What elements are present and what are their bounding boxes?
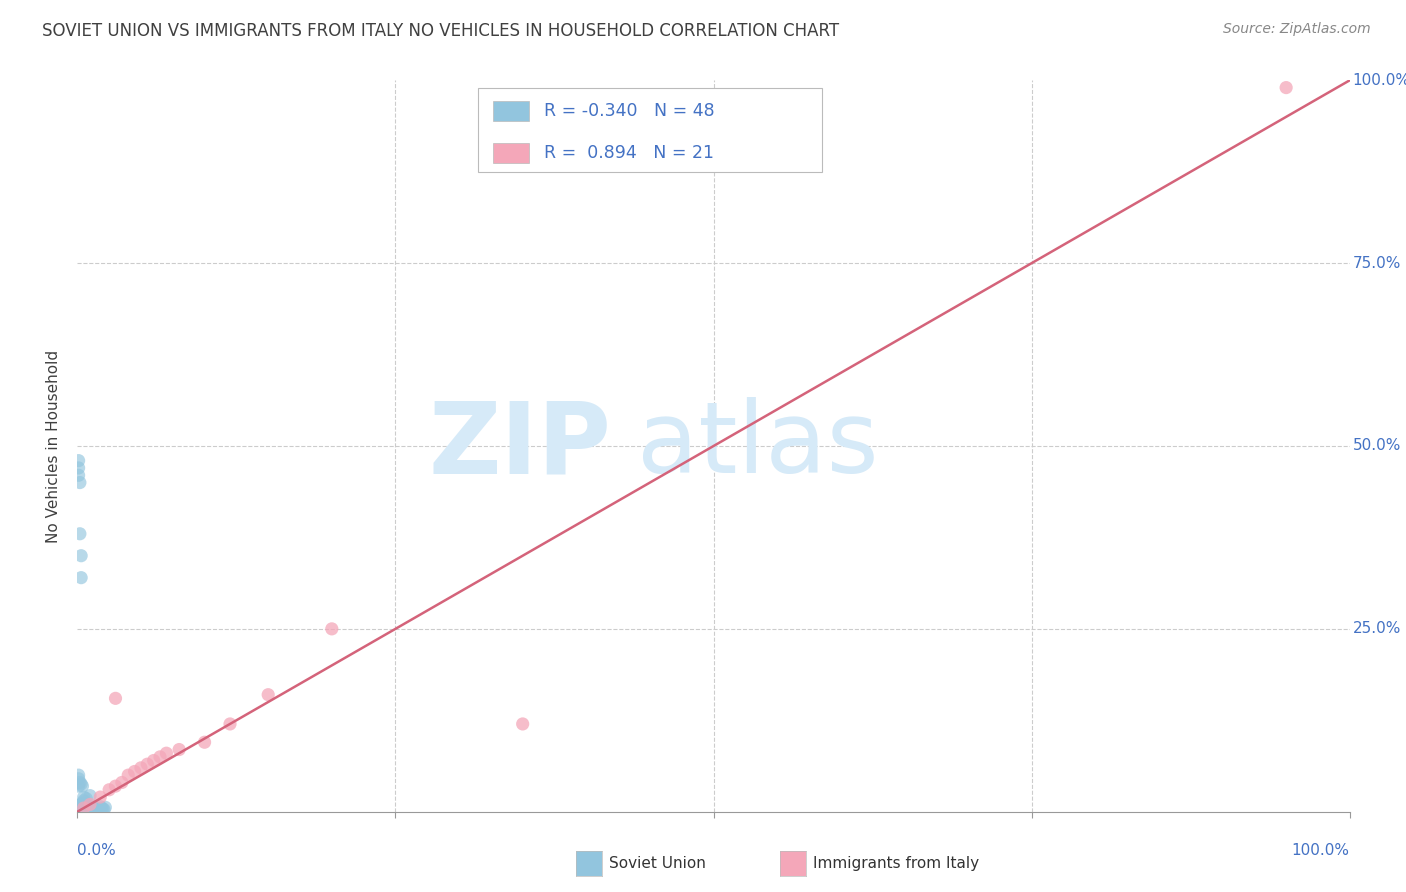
Point (67, 453, 90, 467)
Point (67, 801, 90, 815)
FancyBboxPatch shape (478, 87, 821, 171)
Point (69, 475, 91, 490)
Text: R = -0.340   N = 48: R = -0.340 N = 48 (544, 103, 714, 120)
Point (72, 799, 94, 814)
Point (512, 717, 534, 731)
Point (89, 799, 111, 814)
Text: 100.0%: 100.0% (1353, 73, 1406, 87)
Point (67, 772, 90, 786)
Point (1275, 80, 1298, 95)
Point (75, 791, 97, 805)
Point (67, 798, 90, 813)
Point (167, 742, 190, 756)
Point (117, 768, 139, 782)
Text: 75.0%: 75.0% (1353, 256, 1400, 270)
Text: atlas: atlas (637, 398, 879, 494)
Point (72, 796, 94, 810)
Text: 100.0%: 100.0% (1292, 843, 1350, 858)
Point (69, 801, 91, 815)
Point (79, 789, 101, 803)
Point (72, 779, 94, 793)
Point (73, 800, 96, 814)
Y-axis label: No Vehicles in Household: No Vehicles in Household (46, 350, 62, 542)
Point (69, 800, 91, 814)
Point (98, 782, 121, 797)
Text: R =  0.894   N = 21: R = 0.894 N = 21 (544, 145, 714, 162)
Point (72, 803, 94, 817)
Point (77, 800, 100, 814)
Point (70, 803, 93, 817)
Point (94, 800, 117, 814)
Point (67, 461, 90, 475)
Point (67, 779, 90, 793)
Point (70, 797, 93, 812)
Point (111, 775, 134, 789)
Point (321, 622, 343, 636)
Point (124, 764, 146, 779)
Point (91, 802, 114, 816)
Point (194, 735, 217, 749)
Text: ZIP: ZIP (429, 398, 612, 494)
Point (86, 802, 108, 816)
Point (142, 754, 165, 768)
Point (73, 790, 96, 805)
FancyBboxPatch shape (494, 143, 529, 163)
Point (76, 802, 98, 816)
Text: Source: ZipAtlas.com: Source: ZipAtlas.com (1223, 22, 1371, 37)
Point (67, 768, 90, 782)
Point (73, 803, 96, 817)
Point (73, 794, 96, 808)
Point (73, 802, 96, 816)
Text: 0.0%: 0.0% (77, 843, 117, 858)
Point (73, 801, 96, 815)
Point (93, 803, 115, 817)
Point (129, 761, 152, 775)
Point (70, 549, 93, 563)
Point (76, 798, 98, 813)
Point (79, 803, 101, 817)
Point (82, 802, 104, 816)
Point (83, 803, 105, 817)
Point (89, 790, 111, 805)
Point (136, 757, 159, 772)
Point (90, 801, 112, 815)
Point (257, 688, 280, 702)
Text: 25.0%: 25.0% (1353, 622, 1400, 636)
Point (86, 801, 108, 815)
Point (67, 468, 90, 483)
Point (75, 801, 97, 815)
Point (70, 571, 93, 585)
Text: Soviet Union: Soviet Union (609, 856, 706, 871)
Point (87, 803, 110, 817)
Point (70, 777, 93, 791)
Point (73, 798, 96, 813)
Point (80, 801, 103, 815)
Point (219, 717, 242, 731)
Point (69, 526, 91, 541)
Point (149, 749, 172, 764)
Text: 50.0%: 50.0% (1353, 439, 1400, 453)
FancyBboxPatch shape (494, 101, 529, 121)
Point (69, 775, 91, 789)
Point (155, 746, 177, 760)
Point (104, 779, 127, 793)
Point (70, 798, 93, 813)
Point (104, 691, 127, 706)
Point (84, 800, 107, 814)
Point (79, 797, 101, 812)
Text: SOVIET UNION VS IMMIGRANTS FROM ITALY NO VEHICLES IN HOUSEHOLD CORRELATION CHART: SOVIET UNION VS IMMIGRANTS FROM ITALY NO… (42, 22, 839, 40)
Text: Immigrants from Italy: Immigrants from Italy (813, 856, 979, 871)
